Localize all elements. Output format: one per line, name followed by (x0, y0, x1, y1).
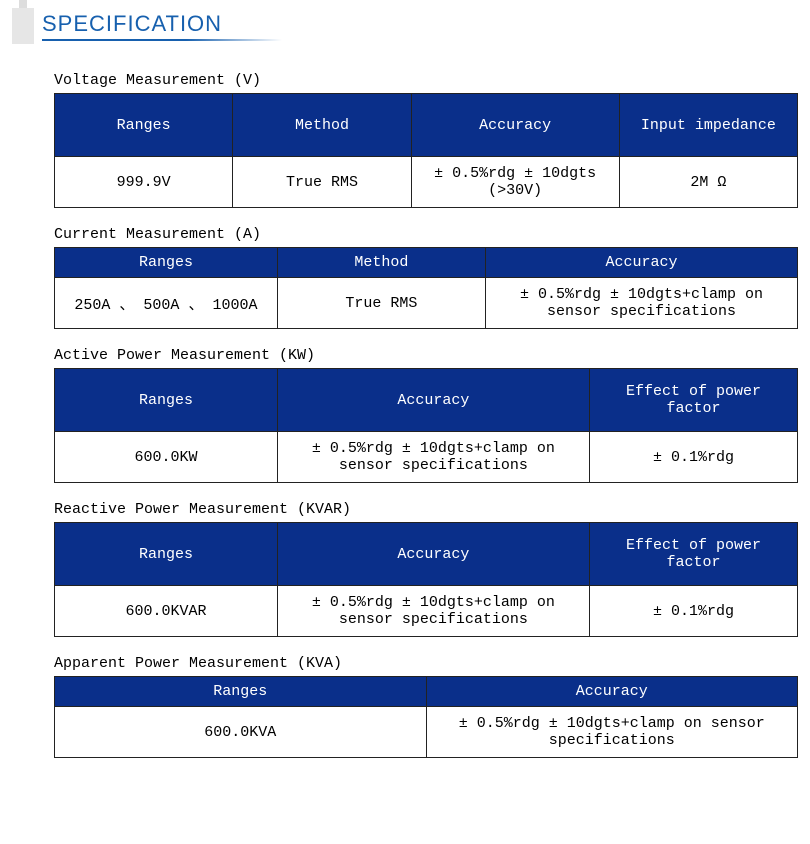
table-cell: ± 0.5%rdg ± 10dgts+clamp on sensor speci… (277, 432, 589, 483)
spec-section: Current Measurement (A) RangesMethodAccur… (54, 226, 798, 329)
column-header: Ranges (55, 94, 233, 157)
column-header: Ranges (55, 523, 278, 586)
spec-table: RangesAccuracy600.0KVA± 0.5%rdg ± 10dgts… (54, 676, 798, 758)
spec-table: RangesMethodAccuracy250A 、 500A 、 1000AT… (54, 247, 798, 329)
table-cell: ± 0.5%rdg ± 10dgts+clamp on sensor speci… (485, 278, 797, 329)
column-header: Accuracy (485, 248, 797, 278)
section-title: Active Power Measurement (KW) (54, 347, 798, 364)
column-header: Input impedance (619, 94, 797, 157)
spec-section: Active Power Measurement (KW) RangesAccur… (54, 347, 798, 483)
table-cell: 250A 、 500A 、 1000A (55, 278, 278, 329)
column-header: Ranges (55, 677, 427, 707)
table-row: 600.0KVAR± 0.5%rdg ± 10dgts+clamp on sen… (55, 586, 798, 637)
column-header: Accuracy (277, 369, 589, 432)
column-header: Ranges (55, 248, 278, 278)
column-header: Accuracy (411, 94, 619, 157)
spec-table: RangesAccuracyEffect of power factor600.… (54, 368, 798, 483)
column-header: Accuracy (426, 677, 798, 707)
table-cell: ± 0.1%rdg (589, 586, 797, 637)
column-header: Accuracy (277, 523, 589, 586)
table-cell: True RMS (233, 157, 411, 208)
column-header: Method (277, 248, 485, 278)
spec-section: Reactive Power Measurement (KVAR) RangesA… (54, 501, 798, 637)
column-header: Effect of power factor (589, 369, 797, 432)
column-header: Effect of power factor (589, 523, 797, 586)
meter-icon (12, 8, 34, 44)
spec-header: SPECIFICATION (12, 8, 798, 44)
title-underline (42, 39, 282, 41)
table-cell: 600.0KVA (55, 707, 427, 758)
section-title: Reactive Power Measurement (KVAR) (54, 501, 798, 518)
table-cell: 2M Ω (619, 157, 797, 208)
table-cell: ± 0.5%rdg ± 10dgts+clamp on sensor speci… (277, 586, 589, 637)
table-cell: 600.0KW (55, 432, 278, 483)
spec-table: RangesMethodAccuracyInput impedance999.9… (54, 93, 798, 208)
spec-table: RangesAccuracyEffect of power factor600.… (54, 522, 798, 637)
section-title: Current Measurement (A) (54, 226, 798, 243)
section-title: Apparent Power Measurement (KVA) (54, 655, 798, 672)
table-cell: ± 0.5%rdg ± 10dgts+clamp on sensor speci… (426, 707, 798, 758)
table-cell: ± 0.1%rdg (589, 432, 797, 483)
table-row: 999.9VTrue RMS± 0.5%rdg ± 10dgts (>30V)2… (55, 157, 798, 208)
section-title: Voltage Measurement (V) (54, 72, 798, 89)
table-cell: True RMS (277, 278, 485, 329)
table-row: 600.0KVA± 0.5%rdg ± 10dgts+clamp on sens… (55, 707, 798, 758)
spec-title-wrap: SPECIFICATION (42, 11, 282, 41)
table-cell: 600.0KVAR (55, 586, 278, 637)
table-cell: 999.9V (55, 157, 233, 208)
column-header: Method (233, 94, 411, 157)
table-cell: ± 0.5%rdg ± 10dgts (>30V) (411, 157, 619, 208)
page-title: SPECIFICATION (42, 11, 282, 37)
table-row: 250A 、 500A 、 1000ATrue RMS± 0.5%rdg ± 1… (55, 278, 798, 329)
table-row: 600.0KW± 0.5%rdg ± 10dgts+clamp on senso… (55, 432, 798, 483)
spec-section: Apparent Power Measurement (KVA) RangesAc… (54, 655, 798, 758)
column-header: Ranges (55, 369, 278, 432)
spec-section: Voltage Measurement (V) RangesMethodAccur… (54, 72, 798, 208)
